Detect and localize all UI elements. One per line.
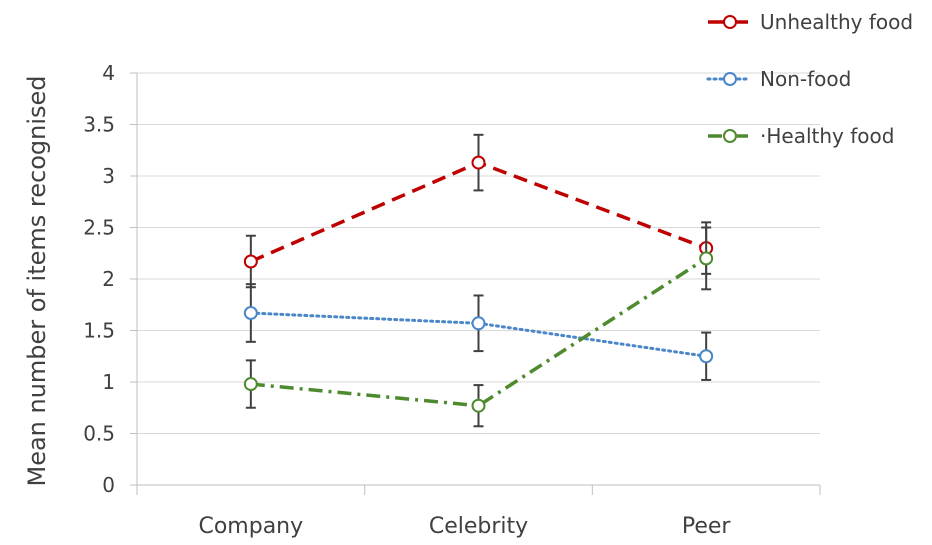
y-tick-label: 0: [102, 473, 115, 497]
x-tick-label: Peer: [682, 514, 732, 539]
y-tick-label: 3: [102, 164, 115, 188]
x-tick-label: Company: [198, 514, 303, 539]
x-tick-label: Celebrity: [429, 514, 528, 539]
y-tick-label: 1.5: [83, 319, 115, 343]
data-point: [243, 305, 258, 320]
legend-marker: [723, 129, 737, 143]
y-tick-label: 3.5: [83, 113, 115, 137]
data-point: [471, 398, 486, 413]
data-point: [243, 254, 258, 269]
legend-label: Unhealthy food: [760, 10, 913, 34]
legend-entry: Unhealthy food: [708, 10, 913, 34]
y-tick-label: 4: [102, 61, 115, 85]
series-line: [250, 256, 708, 408]
y-tick-label: 0.5: [83, 422, 115, 446]
series-unhealthy-food: [243, 133, 714, 289]
data-point: [471, 316, 486, 331]
legend: Unhealthy food Non-food ·Healthy food: [706, 10, 913, 148]
y-tick-label: 2.5: [83, 216, 115, 240]
legend-label: Non-food: [760, 67, 851, 91]
series-lines: [243, 133, 714, 428]
y-tick-label: 2: [102, 267, 115, 291]
legend-label: ·Healthy food: [760, 124, 894, 148]
gridlines: [137, 72, 820, 434]
legend-entry: Non-food: [706, 67, 851, 91]
data-point: [699, 251, 714, 266]
legend-marker: [723, 72, 737, 86]
data-point: [699, 349, 714, 364]
data-point: [471, 155, 486, 170]
axes: 0 0.5 1 1.5 2 2.5 3 3.5 4 Company Celebrity Peer: [83, 61, 821, 539]
legend-marker: [723, 15, 737, 29]
legend-entry: ·Healthy food: [708, 124, 894, 148]
series-non-food: [243, 283, 714, 381]
y-axis-label: Mean number of items recognised: [23, 75, 51, 486]
series-healthy-food: [243, 226, 714, 428]
data-point: [243, 377, 258, 392]
y-tick-label: 1: [102, 370, 115, 394]
